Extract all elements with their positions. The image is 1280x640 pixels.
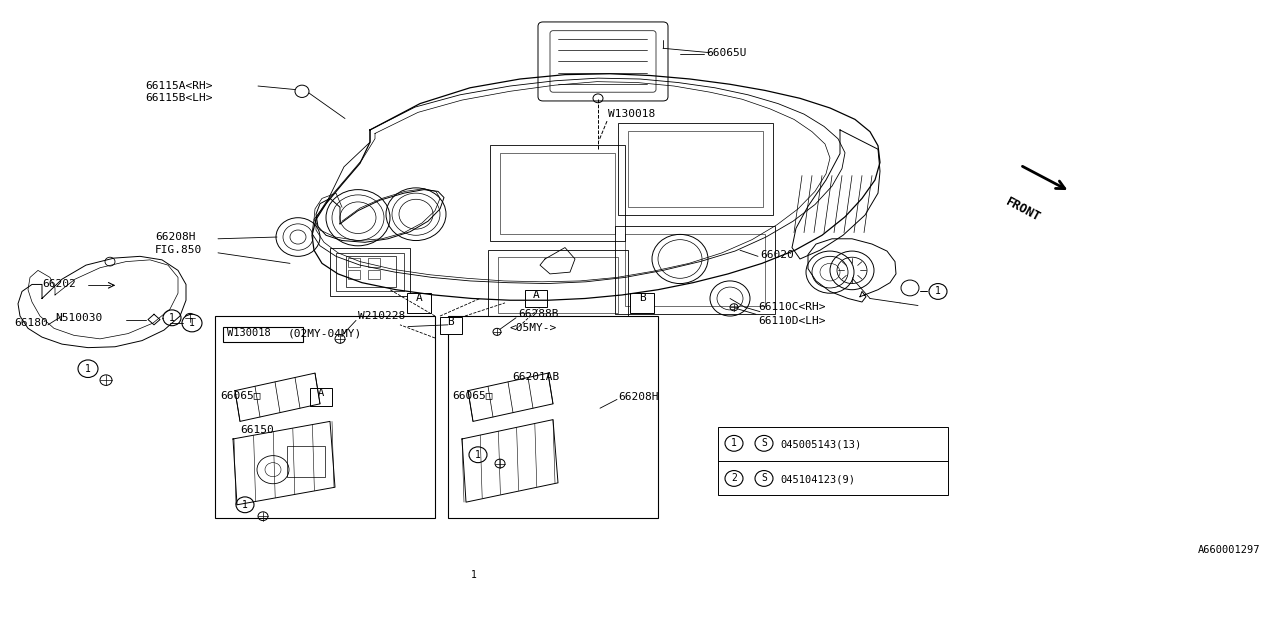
Text: B: B bbox=[639, 294, 645, 303]
Bar bbox=[500, 153, 614, 234]
Text: (02MY-04MY): (02MY-04MY) bbox=[288, 328, 362, 339]
Bar bbox=[407, 293, 431, 312]
Text: 66020: 66020 bbox=[760, 250, 794, 260]
Bar bbox=[440, 317, 462, 335]
Text: 66208H: 66208H bbox=[618, 392, 658, 402]
Bar bbox=[628, 131, 763, 207]
Text: A: A bbox=[532, 290, 539, 300]
Text: S: S bbox=[762, 438, 767, 449]
Circle shape bbox=[724, 470, 742, 486]
Text: B: B bbox=[448, 317, 454, 327]
Text: W210228: W210228 bbox=[358, 311, 406, 321]
Bar bbox=[369, 270, 380, 279]
Bar bbox=[335, 253, 404, 291]
Bar bbox=[287, 446, 325, 477]
Text: 66115B<LH>: 66115B<LH> bbox=[145, 93, 212, 103]
Circle shape bbox=[163, 310, 180, 326]
Text: 66288B: 66288B bbox=[518, 309, 558, 319]
Bar bbox=[718, 427, 948, 495]
Text: 1: 1 bbox=[475, 450, 481, 460]
Circle shape bbox=[465, 567, 483, 583]
Text: W130018: W130018 bbox=[608, 109, 655, 119]
Text: FIG.850: FIG.850 bbox=[155, 245, 202, 255]
Text: 66065U: 66065U bbox=[707, 47, 746, 58]
Text: 66065□: 66065□ bbox=[452, 390, 493, 400]
Text: 66202: 66202 bbox=[42, 278, 76, 289]
Text: <05MY->: <05MY-> bbox=[509, 323, 557, 333]
Text: 1: 1 bbox=[471, 570, 477, 580]
Circle shape bbox=[929, 284, 947, 300]
Text: 66201AB: 66201AB bbox=[512, 372, 559, 383]
Bar bbox=[215, 316, 435, 518]
Text: W130018: W130018 bbox=[227, 328, 271, 339]
Bar bbox=[498, 257, 618, 312]
Text: 1: 1 bbox=[936, 287, 941, 296]
Bar bbox=[614, 227, 774, 314]
Circle shape bbox=[724, 435, 742, 451]
Text: 66115A<RH>: 66115A<RH> bbox=[145, 81, 212, 91]
Bar bbox=[369, 258, 380, 267]
Bar bbox=[525, 290, 547, 307]
Bar bbox=[223, 326, 303, 342]
Text: 66180: 66180 bbox=[14, 318, 47, 328]
Bar bbox=[630, 293, 654, 312]
Text: 66065□: 66065□ bbox=[220, 390, 261, 400]
Text: 66110C<RH>: 66110C<RH> bbox=[758, 302, 826, 312]
Circle shape bbox=[236, 497, 253, 513]
Bar bbox=[625, 234, 765, 307]
Bar bbox=[348, 258, 360, 267]
Text: 66208H: 66208H bbox=[155, 232, 196, 242]
Text: 1: 1 bbox=[242, 500, 248, 510]
Text: A: A bbox=[416, 294, 422, 303]
Text: 045104123(9): 045104123(9) bbox=[780, 475, 855, 485]
Circle shape bbox=[465, 637, 483, 640]
Text: 66110D<LH>: 66110D<LH> bbox=[758, 316, 826, 326]
Text: FRONT: FRONT bbox=[1004, 195, 1043, 224]
Circle shape bbox=[78, 360, 99, 378]
Bar bbox=[310, 388, 332, 406]
Circle shape bbox=[468, 447, 486, 463]
Bar bbox=[346, 257, 396, 287]
Bar bbox=[348, 270, 360, 279]
Text: N510030: N510030 bbox=[55, 313, 102, 323]
Text: 045005143(13): 045005143(13) bbox=[780, 440, 861, 450]
Bar bbox=[488, 250, 628, 321]
Bar bbox=[330, 248, 410, 296]
Bar bbox=[448, 316, 658, 518]
FancyBboxPatch shape bbox=[538, 22, 668, 101]
Text: 1: 1 bbox=[169, 313, 175, 323]
Circle shape bbox=[182, 314, 202, 332]
Text: 1: 1 bbox=[189, 318, 195, 328]
Text: A660001297: A660001297 bbox=[1198, 545, 1260, 555]
Text: 1: 1 bbox=[731, 438, 737, 449]
Text: S: S bbox=[762, 474, 767, 483]
Text: 66150: 66150 bbox=[241, 425, 274, 435]
Text: A: A bbox=[317, 388, 324, 398]
Bar bbox=[618, 123, 773, 215]
Text: 2: 2 bbox=[731, 474, 737, 483]
Text: 1: 1 bbox=[84, 364, 91, 374]
Bar bbox=[490, 145, 625, 241]
